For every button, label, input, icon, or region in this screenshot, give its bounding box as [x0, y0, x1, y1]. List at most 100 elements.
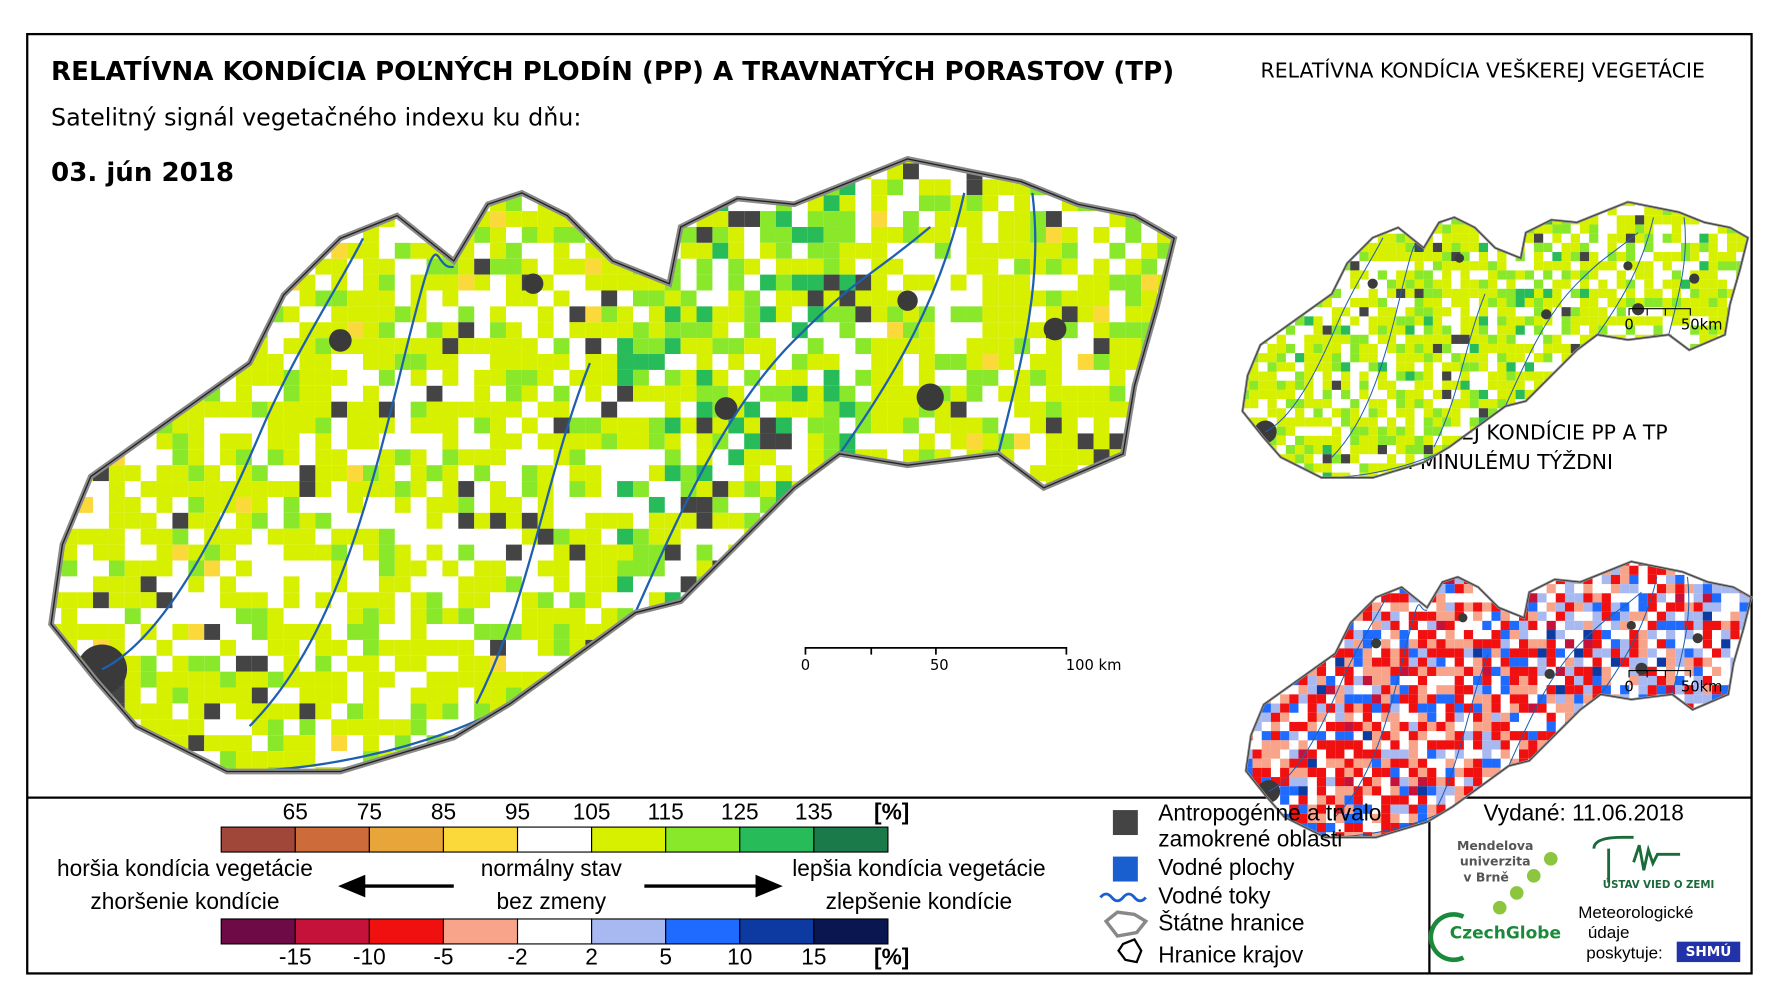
map-cell: [918, 369, 935, 386]
map-cell: [1662, 297, 1672, 308]
map-cell: [1589, 325, 1599, 335]
map-cell: [378, 290, 395, 307]
map-cell: [1362, 703, 1372, 713]
map-cell: [1681, 297, 1691, 308]
map-cell: [1304, 463, 1314, 473]
map-cell: [1671, 307, 1682, 317]
map-cell: [1350, 261, 1360, 271]
map-cell: [585, 512, 602, 529]
map-cell: [204, 481, 221, 497]
map-cell: [1684, 611, 1694, 621]
map-cell: [1524, 297, 1534, 308]
legend-icon: [1112, 856, 1138, 882]
map-cell: [1469, 288, 1479, 298]
map-cell: [1093, 274, 1110, 291]
map-cell: [1473, 703, 1483, 713]
map-cell: [1353, 675, 1363, 686]
map-cell: [1579, 252, 1590, 262]
map-cell: [1408, 731, 1418, 741]
logo-dot: [1543, 852, 1558, 866]
scale-bar: 0 50km: [1624, 669, 1722, 696]
map-cell: [1077, 433, 1094, 450]
map-cell: [1381, 675, 1391, 686]
map-cell: [1432, 343, 1443, 354]
map-cell: [1473, 602, 1483, 612]
map-cell: [394, 560, 411, 577]
map-cell: [903, 226, 919, 243]
map-cell: [1077, 385, 1094, 402]
map-cell: [1316, 666, 1327, 676]
map-cell: [1598, 288, 1608, 298]
map-cell: [1381, 657, 1391, 667]
map-cell: [1638, 648, 1648, 658]
map-cell: [1276, 380, 1286, 390]
map-cell: [1488, 261, 1498, 271]
map-cell: [1478, 242, 1489, 253]
map-cell: [1528, 703, 1538, 713]
map-cell: [124, 496, 141, 513]
map-cell: [1141, 274, 1158, 291]
map-cell: [442, 687, 459, 704]
map-cell: [505, 274, 522, 291]
map-cell: [1555, 666, 1565, 676]
map-cell: [490, 433, 506, 450]
map-cell: [1377, 307, 1387, 317]
map-cell: [696, 465, 713, 482]
map-cell: [1708, 252, 1718, 262]
map-cell: [1408, 620, 1418, 631]
map-cell: [1509, 731, 1520, 741]
map-cell: [1445, 639, 1455, 649]
map-cell: [1478, 279, 1489, 289]
map-cell: [1316, 740, 1327, 750]
map-cell: [1482, 602, 1492, 612]
map-cell: [1638, 685, 1648, 695]
map-cell: [1045, 401, 1062, 418]
legend: horšia kondícia vegetácie zhoršenie kond…: [57, 798, 1381, 969]
map-cell: [1699, 307, 1709, 317]
map-cell: [1344, 657, 1354, 667]
map-cell: [283, 338, 300, 355]
map-cell: [871, 369, 888, 386]
map-cell: [1620, 657, 1630, 667]
map-cell: [966, 369, 983, 386]
map-cell: [1454, 731, 1464, 741]
map-cell: [1693, 611, 1703, 621]
map-cell: [1405, 399, 1415, 409]
map-cell: [1601, 685, 1611, 695]
map-cell: [1708, 288, 1718, 298]
map-cell: [760, 417, 776, 434]
map-cell: [1644, 316, 1654, 326]
map-cell: [1739, 611, 1749, 621]
map-cell: [1276, 362, 1286, 372]
map-cell: [1711, 593, 1722, 603]
map-cell: [1405, 307, 1415, 317]
map-cell: [315, 703, 332, 720]
map-cell: [903, 163, 919, 180]
map-cell: [1708, 316, 1718, 326]
map-cell: [569, 465, 586, 482]
map-cell: [1469, 399, 1479, 409]
map-cell: [1368, 297, 1378, 308]
map-cell: [1350, 297, 1360, 308]
map-cell: [1589, 261, 1599, 271]
map-cell: [1497, 270, 1507, 280]
map-cell: [1524, 371, 1534, 381]
map-cell: [1509, 685, 1520, 695]
map-cell: [1125, 338, 1142, 355]
map-cell: [378, 449, 395, 466]
map-cell: [1497, 380, 1507, 390]
map-cell: [1331, 334, 1342, 344]
map-cell: [1533, 316, 1544, 326]
map-cell: [1460, 242, 1470, 253]
map-cell: [1717, 261, 1727, 271]
map-cell: [1045, 417, 1062, 434]
title: RELATÍVNA KONDÍCIA POĽNÝCH PLODÍN (PP) A…: [51, 55, 1174, 87]
map-cell: [331, 735, 348, 752]
map-cell: [299, 290, 316, 307]
map-cell: [1454, 740, 1464, 750]
map-cell: [1570, 233, 1580, 243]
map-cell: [1537, 611, 1547, 621]
map-cell: [267, 608, 284, 625]
map-cell: [1524, 316, 1534, 326]
map-cell: [172, 544, 189, 561]
